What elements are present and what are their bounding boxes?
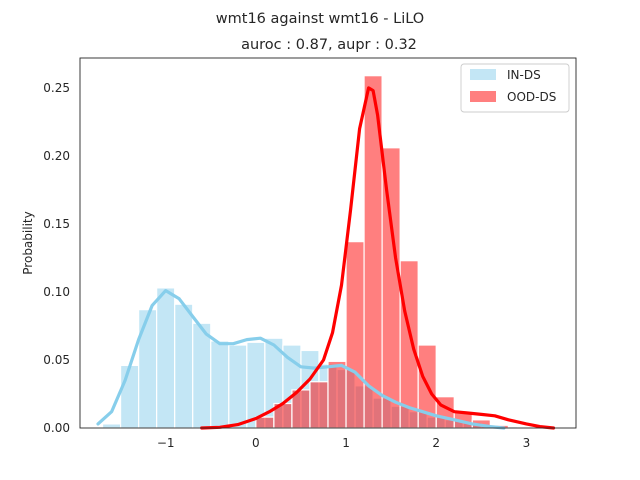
x-tick-label: 1 xyxy=(342,436,350,450)
in-ds-bar xyxy=(228,344,248,429)
in-ds-bar xyxy=(138,309,158,429)
y-tick-label: 0.00 xyxy=(43,421,70,435)
plot-frame xyxy=(79,57,577,429)
legend-label-ood-ds: OOD-DS xyxy=(507,90,556,104)
chart-subtitle: auroc : 0.87, aupr : 0.32 xyxy=(241,37,417,53)
x-tick-label: 2 xyxy=(432,436,440,450)
legend: IN-DS OOD-DS xyxy=(460,63,570,113)
in-ds-bar xyxy=(192,322,212,429)
legend-label-in-ds: IN-DS xyxy=(507,68,541,82)
ood-ds-bar xyxy=(381,147,401,429)
y-tick-label: 0.10 xyxy=(43,285,70,299)
y-tick-label: 0.15 xyxy=(43,217,70,231)
y-tick-label: 0.25 xyxy=(43,81,70,95)
in-ds-bar xyxy=(174,303,194,429)
chart-title: wmt16 against wmt16 - LiLO xyxy=(216,11,424,27)
in-ds-bar xyxy=(101,423,122,429)
in-ds-bar xyxy=(156,287,176,429)
y-axis-ticks: 0.00 0.05 0.10 0.15 0.20 0.25 xyxy=(43,81,70,435)
x-tick-label: 0 xyxy=(252,436,260,450)
legend-swatch-in-ds xyxy=(470,69,496,80)
y-tick-label: 0.20 xyxy=(43,149,70,163)
in-ds-bar xyxy=(210,340,230,429)
in-ds-kde-line xyxy=(96,289,506,430)
kde-curves xyxy=(96,86,556,430)
x-axis-ticks: −1 0 1 2 3 xyxy=(157,436,530,450)
legend-swatch-ood-ds xyxy=(470,91,496,102)
y-axis-label: Probability xyxy=(21,211,35,274)
ood-ds-bar xyxy=(345,241,365,429)
y-tick-label: 0.05 xyxy=(43,353,70,367)
ood-ds-bar xyxy=(309,381,329,429)
in-ds-bar xyxy=(119,364,140,429)
ood-ds-bar xyxy=(327,360,347,429)
x-tick-label: −1 xyxy=(157,436,175,450)
ood-ds-kde-line xyxy=(200,86,556,430)
x-tick-label: 3 xyxy=(523,436,531,450)
ood-ds-bar xyxy=(399,260,419,429)
